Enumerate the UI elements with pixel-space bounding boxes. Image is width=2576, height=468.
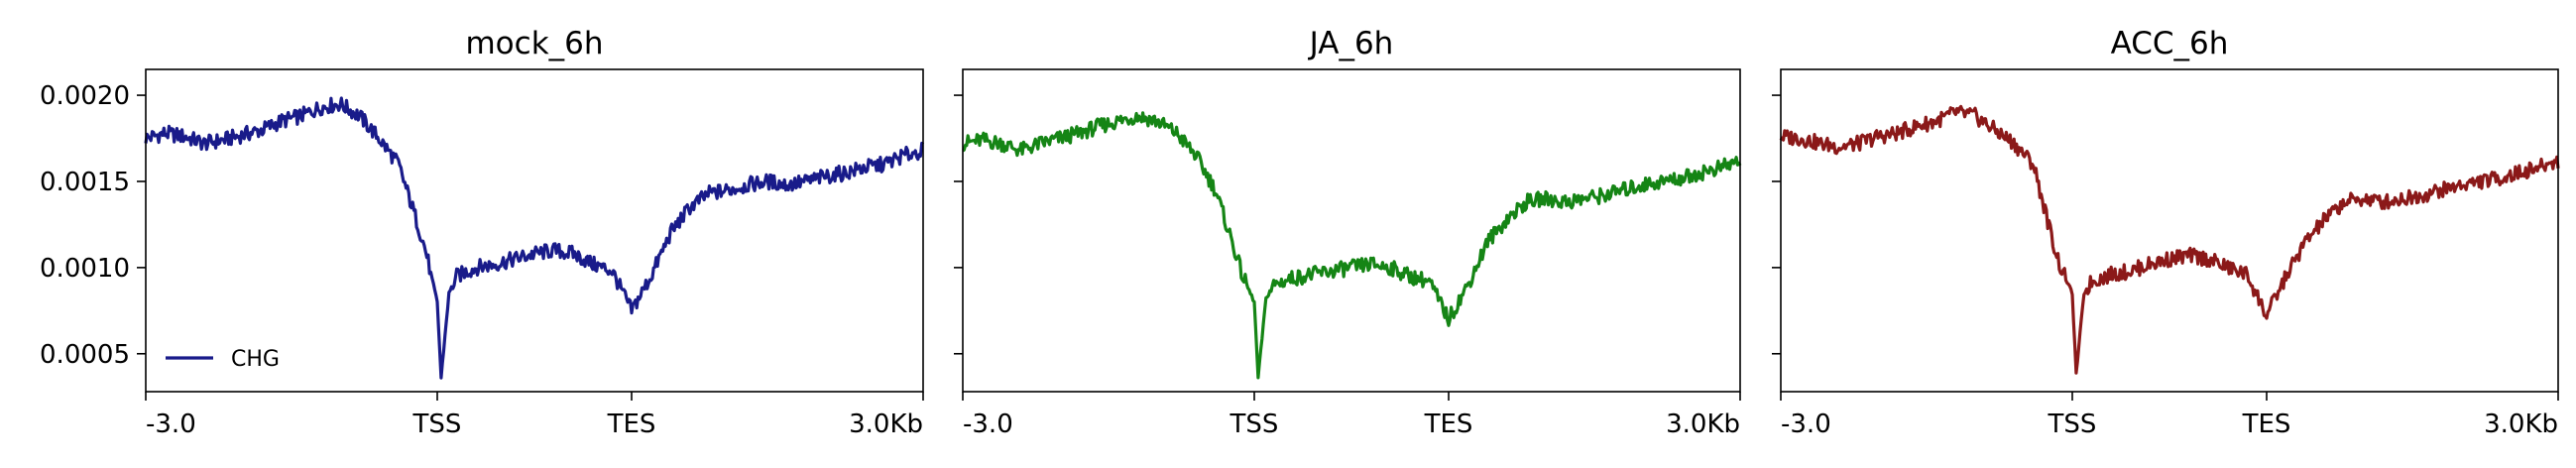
series-line xyxy=(962,111,1742,380)
x-tick-label: -3.0 xyxy=(963,410,1013,439)
x-tick-label: TES xyxy=(607,410,656,439)
x-tick-label: TSS xyxy=(1229,410,1279,439)
panel-title: ACC_6h xyxy=(2111,26,2229,61)
legend-label: CHG xyxy=(231,347,280,372)
x-tick-label: TES xyxy=(2242,410,2291,439)
plot-frame xyxy=(962,68,1741,393)
plot-frame xyxy=(145,68,924,393)
x-tick-label: -3.0 xyxy=(146,410,196,439)
panel-title: mock_6h xyxy=(465,26,603,61)
y-tick-label: 0.0005 xyxy=(40,340,130,370)
y-tick-label: 0.0010 xyxy=(40,254,130,284)
x-tick-label: TSS xyxy=(2048,410,2097,439)
y-tick-label: 0.0020 xyxy=(40,81,130,111)
plot-frame xyxy=(1780,68,2559,393)
series-line-chg xyxy=(144,96,925,380)
x-tick-label: TES xyxy=(1424,410,1473,439)
y-tick-label: 0.0015 xyxy=(40,168,130,197)
series-line xyxy=(1779,104,2560,375)
x-tick-label: 3.0Kb xyxy=(849,410,923,439)
x-tick-label: TSS xyxy=(412,410,462,439)
panel-2: JA_6h -3.0 TSS TES 3.0Kb xyxy=(954,26,1742,439)
x-tick-label: 3.0Kb xyxy=(2484,410,2558,439)
panel-3: ACC_6h -3.0 TSS TES 3.0Kb xyxy=(1772,26,2560,439)
x-tick-label: -3.0 xyxy=(1781,410,1831,439)
x-tick-label: 3.0Kb xyxy=(1666,410,1740,439)
panel-1: mock_6h 0.0005 0.0010 0.0015 0.0020 -3.0 TSS TE… xyxy=(40,26,925,439)
panel-title: JA_6h xyxy=(1308,26,1394,61)
